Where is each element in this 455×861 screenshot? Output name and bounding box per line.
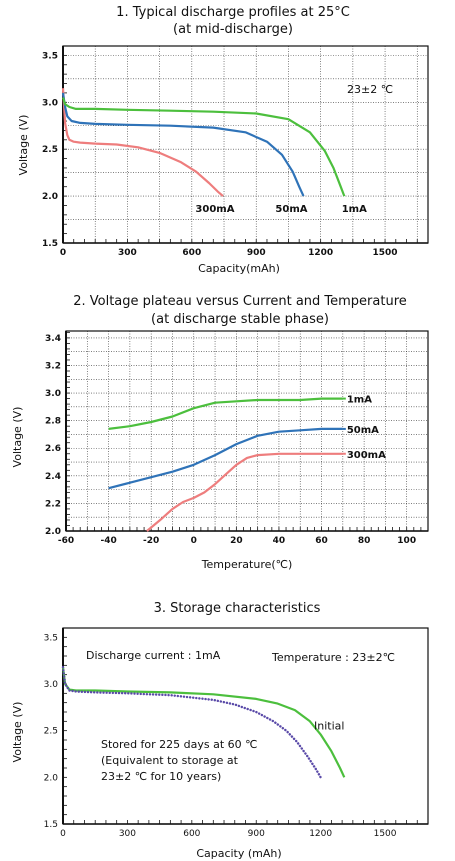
chart3-stored-note-1: Stored for 225 days at 60 ℃ (101, 738, 258, 751)
chart2-series-50ma-line (108, 427, 343, 490)
chart3-x-tick-label: 900 (248, 829, 265, 839)
chart1-series-label-50ma: 50mA (275, 204, 307, 215)
chart3-x-tick-label: 0 (60, 829, 66, 839)
chart3-x-tick-label: 300 (119, 829, 136, 839)
chart1-x-tick-label: 600 (182, 248, 201, 258)
chart1-xlabel: Capacity(mAh) (198, 262, 280, 275)
chart2-x-tick-label: -60 (58, 536, 74, 546)
chart2-y-tick-label: 2.4 (45, 472, 61, 482)
chart2-x-tick-label: -20 (143, 536, 159, 546)
chart2-y-tick-label: 2.2 (45, 499, 61, 509)
chart3-x-tick-label: 600 (183, 829, 200, 839)
chart3-y-tick-label: 3.0 (44, 680, 59, 690)
chart3-xlabel: Capacity (mAh) (196, 847, 281, 860)
chart2-series-300ma-line (146, 452, 343, 532)
chart2-title: 2. Voltage plateau versus Current and Te… (73, 294, 407, 309)
chart3-stored-note-3: 23±2 ℃ for 10 years) (101, 770, 221, 783)
chart2-subtitle: (at discharge stable phase) (151, 312, 329, 327)
chart1-temperature-annotation: 23±2 ℃ (347, 83, 393, 96)
chart1-plot: 0 300 600 900 1200 1500 1.5 2.0 2.5 3.0 3.5 300mA 50… (42, 45, 429, 258)
chart1-subtitle: (at mid-discharge) (173, 22, 293, 37)
chart1-x-tick-label: 1500 (373, 248, 398, 258)
chart3-y-tick-label: 3.5 (44, 633, 58, 643)
chart2-xlabel: Temperature(℃) (201, 558, 293, 571)
chart1-series-300ma-line (61, 88, 224, 197)
chart2-series-label-300ma: 300mA (347, 450, 386, 461)
chart3-discharge-note: Discharge current : 1mA (86, 649, 221, 662)
chart1-x-tick-label: 1200 (308, 248, 333, 258)
chart3-x-tick-label: 1200 (309, 829, 332, 839)
chart2-x-tick-label: 100 (397, 536, 416, 546)
chart1-series-label-1ma: 1mA (342, 204, 367, 215)
chart2-plot: -60 -40 -20 0 20 40 60 80 100 2.0 2.2 2.4 2.6 2.8 3.0 3… (45, 330, 429, 546)
chart2-x-tick-label: 60 (315, 536, 328, 546)
chart2-y-tick-label: 3.2 (45, 361, 61, 371)
chart1-series-label-300ma: 300mA (195, 204, 234, 215)
chart1-x-tick-label: 0 (60, 248, 66, 258)
chart3-y-tick-label: 1.5 (44, 820, 58, 830)
chart1-x-tick-label: 900 (247, 248, 266, 258)
chart1-y-tick-label: 3.0 (42, 98, 58, 108)
chart2-ylabel: Voltage (V) (11, 407, 24, 468)
chart1-title: 1. Typical discharge profiles at 25°C (116, 5, 350, 20)
chart1-y-tick-label: 1.5 (42, 239, 58, 249)
chart1-y-tick-label: 3.5 (42, 51, 58, 61)
chart2-y-tick-label: 2.8 (45, 417, 61, 427)
chart1-series-50ma-line (61, 92, 305, 197)
chart2-x-tick-label: 80 (358, 536, 371, 546)
chart3-series-label-initial: Initial (314, 719, 344, 732)
chart2-y-tick-label: 2.6 (45, 444, 61, 454)
chart1-y-tick-label: 2.5 (42, 145, 58, 155)
chart3-plot: 0 300 600 900 1200 1500 1.5 2.0 2.5 3.0 3.5 Initial (44, 627, 429, 839)
chart3-title: 3. Storage characteristics (154, 601, 321, 616)
chart3-y-tick-label: 2.0 (44, 773, 59, 783)
chart3-x-tick-label: 1500 (374, 829, 397, 839)
chart2-y-tick-label: 3.0 (45, 389, 61, 399)
chart1-ylabel: Voltage (V) (17, 115, 30, 176)
chart3-temperature-note: Temperature : 23±2℃ (271, 651, 395, 664)
chart2-x-tick-label: 0 (191, 536, 197, 546)
chart1-series-1ma-line (61, 97, 346, 197)
chart3-stored-note-2: (Equivalent to storage at (101, 754, 239, 767)
chart2-x-tick-label: 20 (230, 536, 243, 546)
chart3-series-stored-line (61, 666, 322, 779)
chart2-y-tick-label: 2.0 (45, 527, 61, 537)
chart2-x-tick-label: -40 (100, 536, 116, 546)
chart2-series-1ma-line (108, 397, 343, 430)
chart1-y-tick-label: 2.0 (42, 192, 58, 202)
chart3-y-tick-label: 2.5 (44, 727, 58, 737)
chart2-series-label-50ma: 50mA (347, 425, 379, 436)
chart2-x-tick-label: 40 (273, 536, 286, 546)
chart2-series-label-1ma: 1mA (347, 395, 372, 406)
chart1-x-tick-label: 300 (118, 248, 137, 258)
chart3-ylabel: Voltage (V) (11, 702, 24, 763)
chart2-y-tick-label: 3.4 (45, 334, 61, 344)
